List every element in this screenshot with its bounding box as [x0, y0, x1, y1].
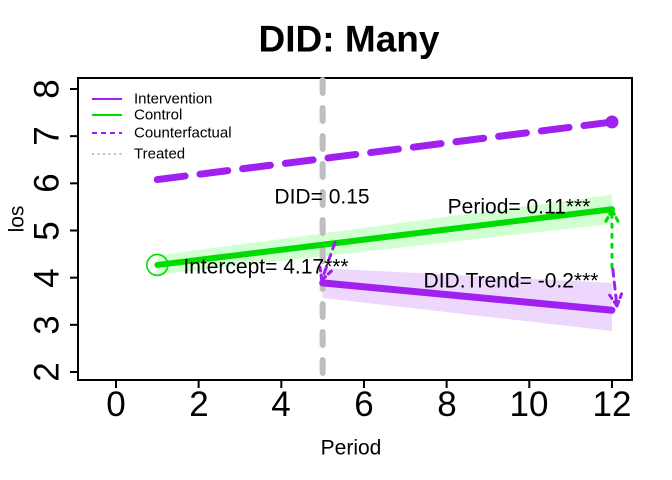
difference-arrow-head [615, 292, 624, 308]
legend-label-treated: Treated [134, 145, 186, 163]
annotation-intercept: Intercept= 4.17*** [183, 255, 349, 279]
chart-title: DID: Many [258, 18, 440, 60]
x-axis-label: Period [320, 436, 382, 460]
y-tick-label: 6 [27, 173, 67, 193]
x-tick-label: 0 [106, 385, 126, 424]
difference-arrow-head [610, 208, 620, 223]
difference-arrow-head [608, 293, 619, 308]
legend-label-intervention: Intervention [134, 90, 213, 108]
y-tick-label: 2 [27, 362, 67, 382]
y-tick-label: 8 [27, 79, 67, 99]
legend-label-control: Control [134, 106, 183, 124]
control-line [154, 206, 615, 268]
x-tick-label: 4 [271, 385, 291, 424]
annotation-period: Period= 0.11*** [447, 195, 591, 219]
difference-arrow-head [318, 265, 324, 282]
legend-label-counterfactual: Counterfactual [134, 124, 232, 142]
intervention-line [319, 279, 616, 314]
annotation-did: DID= 0.15 [274, 185, 370, 209]
counterfactual-end-dot [605, 115, 619, 129]
plot-border [77, 77, 633, 381]
difference-arrow-head [320, 269, 333, 282]
y-tick-label: 4 [27, 268, 67, 288]
y-tick-label: 3 [27, 315, 67, 335]
control-start-circle [146, 253, 169, 277]
x-tick-label: 12 [592, 385, 632, 424]
difference-arrow-head [604, 208, 614, 223]
difference-arrow-shaft [611, 267, 619, 308]
x-tick-label: 10 [509, 385, 549, 424]
y-axis-label: los [5, 205, 29, 233]
x-tick-label: 6 [354, 385, 374, 424]
difference-arrow-shaft [320, 240, 337, 282]
x-tick-label: 8 [437, 385, 457, 424]
y-tick-label: 5 [27, 221, 67, 241]
annotation-did-trend: DID.Trend= -0.2*** [423, 269, 599, 293]
x-tick-label: 2 [189, 385, 209, 424]
y-tick-label: 7 [27, 126, 67, 146]
counterfactual-line [153, 118, 616, 184]
